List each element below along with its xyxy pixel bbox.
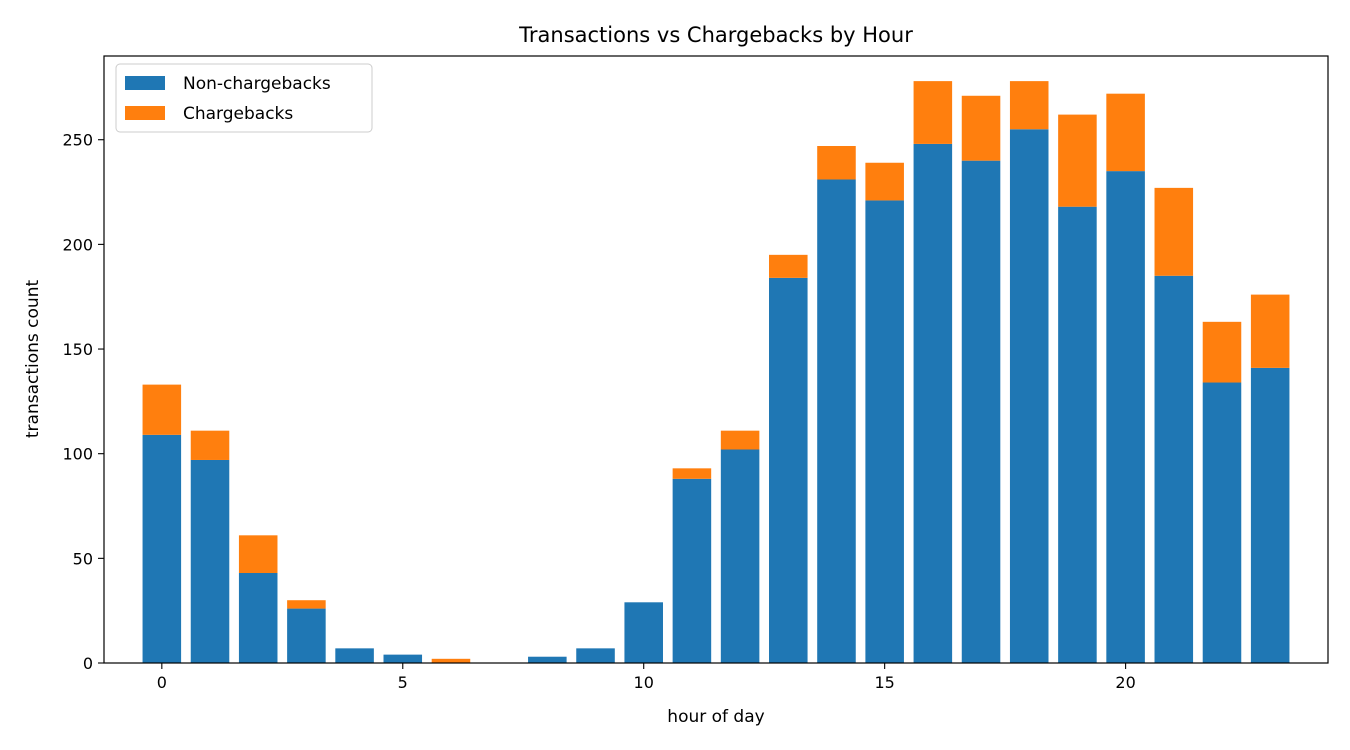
bar-non-chargebacks-hour-8 [528,656,567,663]
bar-non-chargebacks-hour-21 [1154,275,1194,663]
x-tick-label: 10 [634,673,654,692]
bar-chargebacks-hour-6 [431,658,471,663]
bar-chargebacks-hour-2 [238,535,278,573]
y-tick-label: 150 [62,340,93,359]
bar-non-chargebacks-hour-15 [865,200,904,664]
bar-non-chargebacks-hour-23 [1250,367,1290,663]
bar-non-chargebacks-hour-10 [624,602,663,663]
bar-non-chargebacks-hour-14 [817,179,856,664]
bar-chargebacks-hour-11 [672,468,712,479]
bar-chargebacks-hour-22 [1202,321,1242,383]
bar-chargebacks-hour-14 [817,146,856,180]
x-axis-label: hour of day [667,707,764,727]
bar-chargebacks-hour-15 [865,162,904,201]
bar-non-chargebacks-hour-9 [576,648,615,663]
bar-chargebacks-hour-16 [913,81,953,144]
y-tick-label: 50 [73,549,93,568]
legend-swatch-chargebacks [125,106,165,120]
bar-chargebacks-hour-23 [1250,294,1290,368]
bar-non-chargebacks-hour-11 [672,478,712,663]
legend-swatch-non-chargebacks [125,76,165,90]
bar-chargebacks-hour-13 [769,254,808,278]
bar-chargebacks-hour-17 [961,95,1001,161]
bar-chargebacks-hour-3 [287,600,326,609]
bar-non-chargebacks-hour-13 [769,277,808,663]
bar-non-chargebacks-hour-20 [1106,171,1145,663]
bar-non-chargebacks-hour-17 [961,160,1001,663]
bar-chargebacks-hour-12 [720,430,760,450]
y-tick-label: 250 [62,131,93,150]
bar-non-chargebacks-hour-19 [1058,206,1097,663]
bar-chargebacks-hour-20 [1106,93,1145,172]
bar-non-chargebacks-hour-18 [1009,129,1049,663]
x-tick-label: 0 [157,673,167,692]
plot-frame [103,55,1329,664]
x-tick-label: 15 [874,673,894,692]
legend-frame [115,63,373,133]
chart-title: Transactions vs Chargebacks by Hour [518,23,913,47]
bar-chargebacks-hour-19 [1058,114,1097,207]
bar-non-chargebacks-hour-1 [190,459,230,663]
bar-chargebacks-hour-1 [190,430,230,460]
x-tick-label: 20 [1115,673,1135,692]
bar-non-chargebacks-hour-2 [238,573,278,663]
legend-label-chargebacks: Chargebacks [183,104,293,124]
bars-layer [142,81,1290,664]
legend: Non-chargebacks Chargebacks [115,63,373,133]
y-axis-label: transactions count [23,280,43,439]
y-tick-label: 0 [83,654,93,673]
bar-non-chargebacks-hour-0 [142,434,182,663]
bar-non-chargebacks-hour-4 [335,648,374,663]
bar-non-chargebacks-hour-12 [720,449,760,663]
bar-non-chargebacks-hour-5 [383,654,423,663]
bar-chargebacks-hour-18 [1009,81,1049,130]
x-tick-label: 5 [398,673,408,692]
y-tick-label: 200 [62,235,93,254]
y-tick-label: 100 [62,445,93,464]
bar-chargebacks-hour-21 [1154,187,1194,276]
bar-non-chargebacks-hour-3 [287,608,326,663]
legend-label-non-chargebacks: Non-chargebacks [183,74,331,94]
bar-non-chargebacks-hour-22 [1202,382,1242,663]
bar-chargebacks-hour-0 [142,384,182,435]
bar-non-chargebacks-hour-16 [913,143,953,663]
